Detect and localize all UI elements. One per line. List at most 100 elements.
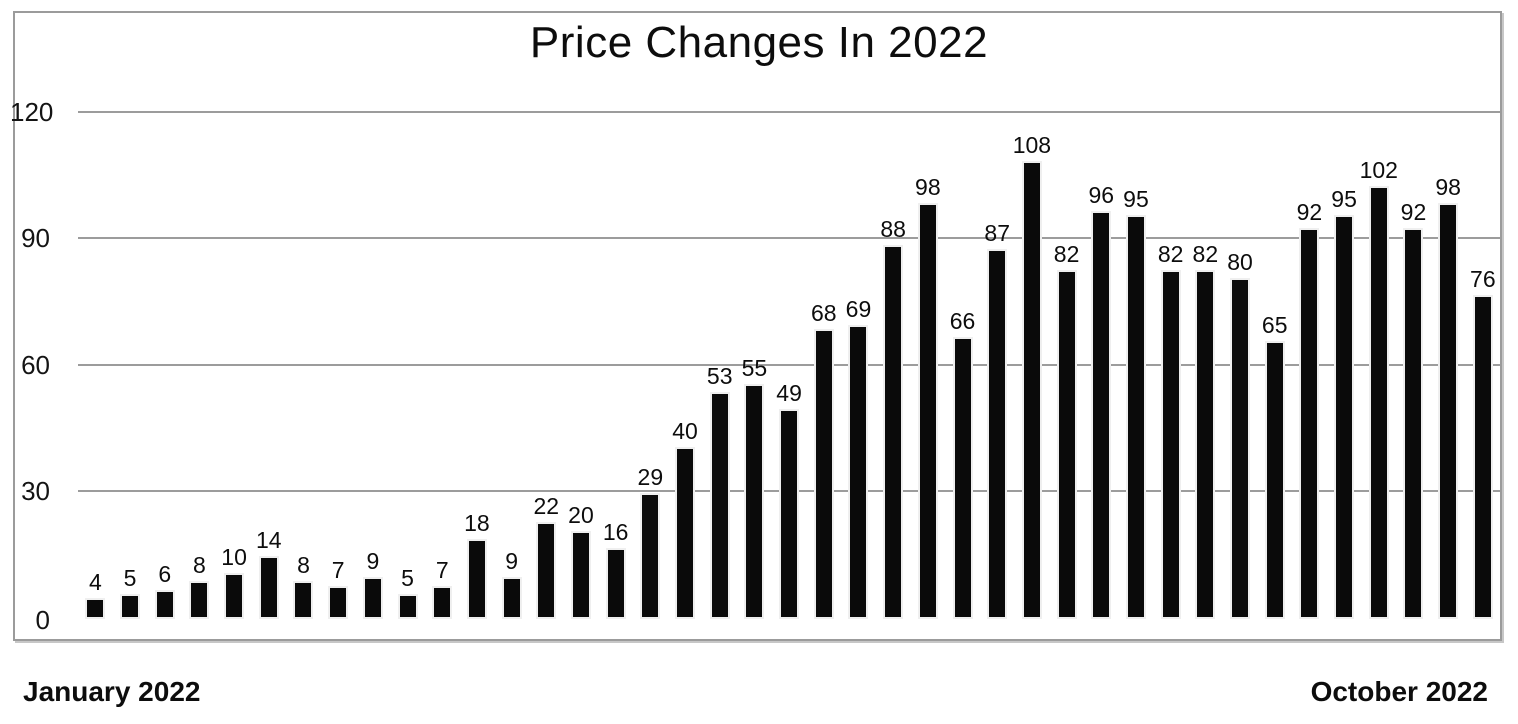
bar-slot: 102 — [1360, 112, 1398, 617]
bar-slot: 7 — [321, 112, 356, 617]
bar — [1266, 343, 1283, 617]
bar-slot: 69 — [841, 112, 876, 617]
bar-slot: 82 — [1049, 112, 1084, 617]
bar-value-label: 68 — [810, 299, 837, 326]
y-axis-tick-label: 30 — [21, 475, 50, 506]
bar-value-label: 29 — [637, 463, 664, 490]
bar-value-label: 6 — [158, 560, 172, 587]
y-axis-tick-label: 90 — [21, 223, 50, 254]
bar-value-label: 8 — [297, 552, 310, 579]
bar-value-label: 9 — [505, 548, 518, 575]
bar-value-label: 80 — [1227, 249, 1253, 276]
bar — [1127, 217, 1144, 617]
bar — [572, 532, 589, 617]
bar-slot: 108 — [1012, 112, 1052, 617]
chart-title: Price Changes In 2022 — [529, 18, 989, 67]
bar — [1370, 187, 1387, 617]
bar-value-label: 98 — [1435, 173, 1461, 200]
bar-slot: 98 — [911, 112, 946, 617]
bar-value-label: 76 — [1470, 266, 1496, 293]
bar-slot: 6 — [147, 112, 182, 617]
gridline-120 — [78, 111, 1500, 113]
bar — [1336, 217, 1353, 617]
bar — [434, 587, 451, 617]
y-axis-tick-label: 120 — [10, 97, 54, 127]
bar-slot: 55 — [737, 112, 772, 617]
bar-slot: 88 — [876, 112, 911, 617]
bar-slot: 5 — [113, 112, 148, 617]
bar — [1301, 229, 1318, 617]
bar — [1405, 229, 1422, 617]
bar-slot: 40 — [668, 112, 703, 617]
bar-series: 4 5 6 8 10 14 8 7 9 5 7 18 9 22 20 16 29 40 53 55 49 68 69 88 98… — [78, 112, 1500, 617]
bar — [1474, 297, 1491, 617]
bar — [503, 579, 520, 617]
bar — [954, 339, 971, 617]
bar — [226, 574, 243, 617]
bar — [642, 494, 659, 617]
bar-value-label: 49 — [776, 379, 802, 406]
bar — [1162, 271, 1179, 617]
y-axis-tick-label: 60 — [21, 349, 50, 380]
bar-slot: 20 — [564, 112, 599, 617]
bar-value-label: 96 — [1088, 182, 1115, 208]
x-axis-start-label: January 2022 — [23, 676, 201, 707]
bar — [260, 558, 277, 617]
bar — [1440, 204, 1457, 617]
bar-slot: 92 — [1292, 112, 1327, 617]
bar-slot: 9 — [494, 112, 529, 617]
bar-value-label: 5 — [123, 564, 137, 591]
bar-slot: 87 — [980, 112, 1015, 617]
bar — [885, 246, 902, 617]
bar-value-label: 8 — [193, 552, 206, 579]
bar-value-label: 66 — [949, 308, 976, 335]
bar-slot: 92 — [1396, 112, 1431, 617]
bar-value-label: 55 — [741, 354, 768, 381]
bar-slot: 16 — [598, 112, 633, 617]
bar — [989, 250, 1006, 617]
bar-value-label: 65 — [1261, 312, 1288, 339]
bar — [1197, 271, 1214, 617]
bar-value-label: 7 — [331, 556, 345, 583]
bar-slot: 98 — [1431, 112, 1466, 617]
bar — [1093, 213, 1110, 617]
bar-value-label: 20 — [568, 501, 594, 528]
bar-value-label: 9 — [366, 548, 380, 575]
bar-slot: 29 — [633, 112, 668, 617]
bar-value-label: 82 — [1192, 240, 1219, 267]
x-axis-end-label: October 2022 — [1310, 676, 1488, 707]
bar-value-label: 87 — [984, 219, 1011, 246]
bar-slot: 18 — [460, 112, 495, 617]
bar-value-label: 108 — [1012, 131, 1052, 158]
bar — [156, 591, 173, 617]
bar — [781, 410, 798, 617]
bar-slot: 76 — [1466, 112, 1501, 617]
bar-slot: 65 — [1257, 112, 1292, 617]
bar-slot: 95 — [1119, 112, 1154, 617]
bar-slot: 7 — [425, 112, 460, 617]
bar-value-label: 5 — [401, 564, 414, 591]
bar-value-label: 69 — [845, 295, 872, 322]
bar-value-label: 40 — [672, 417, 698, 444]
bar-value-label: 95 — [1123, 186, 1149, 213]
bar-value-label: 92 — [1400, 198, 1427, 225]
bar — [1058, 271, 1075, 617]
bar — [538, 524, 555, 617]
bar-value-label: 7 — [435, 556, 449, 583]
gridline-60 — [78, 363, 1500, 366]
bar — [919, 204, 936, 617]
gridline-90 — [78, 237, 1500, 240]
bar-slot: 96 — [1084, 112, 1119, 617]
bar-slot: 49 — [772, 112, 807, 617]
bar-value-label: 10 — [221, 543, 247, 570]
bar — [191, 583, 208, 617]
bar-slot: 9 — [356, 112, 391, 617]
bar-slot: 82 — [1153, 112, 1188, 617]
bar — [711, 393, 728, 617]
bar-value-label: 18 — [464, 510, 490, 537]
bar — [1232, 280, 1249, 617]
bar — [607, 549, 624, 617]
bar — [746, 385, 763, 617]
bar-slot: 82 — [1188, 112, 1223, 617]
